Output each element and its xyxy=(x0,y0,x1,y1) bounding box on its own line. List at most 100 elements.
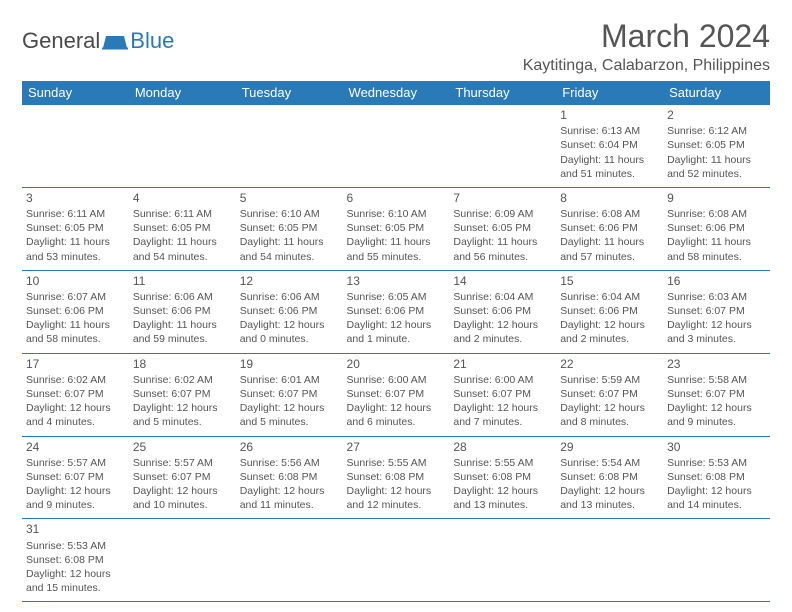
daylight-text: Daylight: 11 hours xyxy=(133,235,232,249)
calendar-cell xyxy=(556,519,663,602)
daylight-text: and 13 minutes. xyxy=(560,498,659,512)
sunrise-text: Sunrise: 6:00 AM xyxy=(453,373,552,387)
calendar-cell xyxy=(343,519,450,602)
daylight-text: and 10 minutes. xyxy=(133,498,232,512)
daylight-text: Daylight: 12 hours xyxy=(26,401,125,415)
calendar-cell: 24Sunrise: 5:57 AMSunset: 6:07 PMDayligh… xyxy=(22,436,129,519)
sunset-text: Sunset: 6:05 PM xyxy=(240,221,339,235)
daylight-text: Daylight: 12 hours xyxy=(240,401,339,415)
sunrise-text: Sunrise: 6:12 AM xyxy=(667,124,766,138)
daylight-text: Daylight: 12 hours xyxy=(453,318,552,332)
sunrise-text: Sunrise: 6:02 AM xyxy=(133,373,232,387)
sunrise-text: Sunrise: 5:57 AM xyxy=(133,456,232,470)
logo-word1: General xyxy=(22,28,100,54)
title-block: March 2024 Kaytitinga, Calabarzon, Phili… xyxy=(523,18,770,75)
day-header-row: Sunday Monday Tuesday Wednesday Thursday… xyxy=(22,81,770,105)
sunrise-text: Sunrise: 6:10 AM xyxy=(240,207,339,221)
daylight-text: and 1 minute. xyxy=(347,332,446,346)
day-header: Saturday xyxy=(663,81,770,105)
sunrise-text: Sunrise: 6:01 AM xyxy=(240,373,339,387)
calendar-cell: 5Sunrise: 6:10 AMSunset: 6:05 PMDaylight… xyxy=(236,187,343,270)
sunset-text: Sunset: 6:07 PM xyxy=(667,304,766,318)
sunrise-text: Sunrise: 6:00 AM xyxy=(347,373,446,387)
daylight-text: Daylight: 11 hours xyxy=(667,235,766,249)
sunset-text: Sunset: 6:05 PM xyxy=(26,221,125,235)
daylight-text: Daylight: 12 hours xyxy=(453,484,552,498)
sunset-text: Sunset: 6:07 PM xyxy=(347,387,446,401)
day-number: 31 xyxy=(26,521,125,537)
daylight-text: Daylight: 11 hours xyxy=(26,318,125,332)
sunset-text: Sunset: 6:05 PM xyxy=(667,138,766,152)
daylight-text: and 57 minutes. xyxy=(560,250,659,264)
daylight-text: and 55 minutes. xyxy=(347,250,446,264)
day-number: 4 xyxy=(133,190,232,206)
sunset-text: Sunset: 6:08 PM xyxy=(26,553,125,567)
sunrise-text: Sunrise: 5:55 AM xyxy=(453,456,552,470)
daylight-text: and 54 minutes. xyxy=(240,250,339,264)
sunset-text: Sunset: 6:06 PM xyxy=(560,221,659,235)
sunset-text: Sunset: 6:05 PM xyxy=(133,221,232,235)
day-number: 8 xyxy=(560,190,659,206)
sunrise-text: Sunrise: 5:53 AM xyxy=(26,539,125,553)
daylight-text: Daylight: 12 hours xyxy=(560,318,659,332)
daylight-text: and 15 minutes. xyxy=(26,581,125,595)
calendar-cell: 15Sunrise: 6:04 AMSunset: 6:06 PMDayligh… xyxy=(556,270,663,353)
daylight-text: and 12 minutes. xyxy=(347,498,446,512)
logo: General Blue xyxy=(22,28,174,54)
daylight-text: and 13 minutes. xyxy=(453,498,552,512)
day-number: 13 xyxy=(347,273,446,289)
sunset-text: Sunset: 6:08 PM xyxy=(667,470,766,484)
calendar-cell: 9Sunrise: 6:08 AMSunset: 6:06 PMDaylight… xyxy=(663,187,770,270)
calendar-cell: 12Sunrise: 6:06 AMSunset: 6:06 PMDayligh… xyxy=(236,270,343,353)
sunset-text: Sunset: 6:05 PM xyxy=(453,221,552,235)
day-number: 27 xyxy=(347,439,446,455)
sunrise-text: Sunrise: 6:11 AM xyxy=(26,207,125,221)
sunset-text: Sunset: 6:07 PM xyxy=(133,470,232,484)
daylight-text: Daylight: 12 hours xyxy=(347,318,446,332)
daylight-text: Daylight: 12 hours xyxy=(26,567,125,581)
sunrise-text: Sunrise: 6:13 AM xyxy=(560,124,659,138)
calendar-cell: 23Sunrise: 5:58 AMSunset: 6:07 PMDayligh… xyxy=(663,353,770,436)
sunset-text: Sunset: 6:08 PM xyxy=(347,470,446,484)
calendar-cell xyxy=(449,105,556,188)
daylight-text: and 2 minutes. xyxy=(453,332,552,346)
calendar-cell: 19Sunrise: 6:01 AMSunset: 6:07 PMDayligh… xyxy=(236,353,343,436)
daylight-text: Daylight: 11 hours xyxy=(453,235,552,249)
day-number: 20 xyxy=(347,356,446,372)
sunset-text: Sunset: 6:07 PM xyxy=(453,387,552,401)
daylight-text: and 54 minutes. xyxy=(133,250,232,264)
sunset-text: Sunset: 6:07 PM xyxy=(667,387,766,401)
sunrise-text: Sunrise: 6:08 AM xyxy=(667,207,766,221)
day-number: 9 xyxy=(667,190,766,206)
daylight-text: Daylight: 12 hours xyxy=(133,401,232,415)
sunset-text: Sunset: 6:08 PM xyxy=(453,470,552,484)
daylight-text: and 53 minutes. xyxy=(26,250,125,264)
calendar-cell: 1Sunrise: 6:13 AMSunset: 6:04 PMDaylight… xyxy=(556,105,663,188)
day-header: Friday xyxy=(556,81,663,105)
calendar-cell: 25Sunrise: 5:57 AMSunset: 6:07 PMDayligh… xyxy=(129,436,236,519)
calendar-row: 31 Sunrise: 5:53 AMSunset: 6:08 PMDayligh… xyxy=(22,519,770,602)
sunset-text: Sunset: 6:06 PM xyxy=(560,304,659,318)
daylight-text: Daylight: 12 hours xyxy=(347,401,446,415)
daylight-text: Daylight: 12 hours xyxy=(240,484,339,498)
daylight-text: Daylight: 12 hours xyxy=(347,484,446,498)
sunset-text: Sunset: 6:08 PM xyxy=(560,470,659,484)
sunrise-text: Sunrise: 6:06 AM xyxy=(133,290,232,304)
daylight-text: Daylight: 12 hours xyxy=(453,401,552,415)
day-number: 12 xyxy=(240,273,339,289)
day-header: Tuesday xyxy=(236,81,343,105)
calendar-cell: 27Sunrise: 5:55 AMSunset: 6:08 PMDayligh… xyxy=(343,436,450,519)
page-title: March 2024 xyxy=(523,18,770,55)
calendar-cell: 26Sunrise: 5:56 AMSunset: 6:08 PMDayligh… xyxy=(236,436,343,519)
sunset-text: Sunset: 6:08 PM xyxy=(240,470,339,484)
day-number: 24 xyxy=(26,439,125,455)
daylight-text: Daylight: 11 hours xyxy=(133,318,232,332)
daylight-text: and 14 minutes. xyxy=(667,498,766,512)
day-number: 7 xyxy=(453,190,552,206)
daylight-text: and 2 minutes. xyxy=(560,332,659,346)
sunrise-text: Sunrise: 6:08 AM xyxy=(560,207,659,221)
day-number: 3 xyxy=(26,190,125,206)
day-number: 29 xyxy=(560,439,659,455)
day-number: 15 xyxy=(560,273,659,289)
calendar-cell: 21Sunrise: 6:00 AMSunset: 6:07 PMDayligh… xyxy=(449,353,556,436)
